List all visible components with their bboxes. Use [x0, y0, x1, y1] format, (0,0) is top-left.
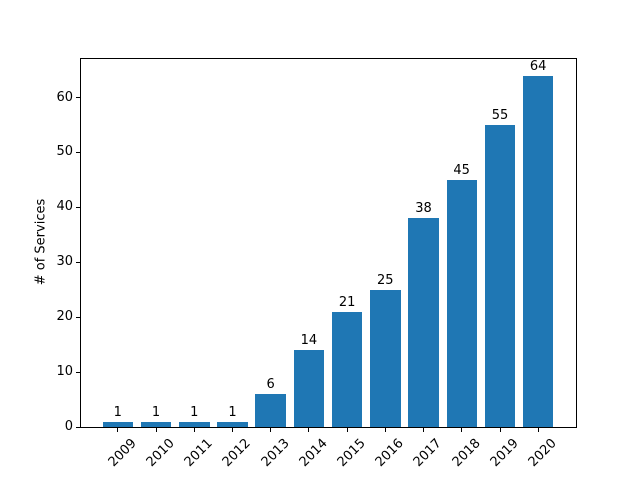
x-axis-tick-label: 2019 — [487, 436, 522, 471]
y-axis-tick — [76, 316, 80, 318]
x-axis-tick — [232, 428, 233, 432]
y-axis-tick-label: 50 — [56, 144, 73, 160]
bar-2017 — [408, 218, 439, 427]
bar-2013 — [255, 394, 286, 427]
x-axis-tick-label: 2011 — [181, 436, 216, 471]
x-axis-tick — [308, 428, 310, 432]
x-axis-tick-label: 2009 — [105, 436, 140, 471]
bar-value-label: 1 — [190, 404, 199, 420]
y-axis-tick — [76, 206, 80, 208]
y-axis-tick — [76, 261, 80, 263]
bar-2009 — [102, 421, 134, 427]
bar-2015 — [331, 311, 363, 427]
x-axis-tick-label: 2012 — [220, 436, 255, 471]
y-axis-tick-label: 40 — [56, 199, 73, 215]
y-axis-tick — [76, 426, 80, 428]
bar-2012 — [217, 421, 248, 427]
x-axis-tick — [537, 428, 539, 432]
x-axis-tick-label: 2018 — [449, 436, 484, 471]
x-axis-tick-label: 2010 — [143, 436, 178, 471]
y-axis-tick-label: 10 — [56, 364, 73, 380]
x-axis-tick-label: 2017 — [411, 436, 446, 471]
x-axis-tick-label: 2020 — [525, 436, 560, 471]
y-axis-tick-label: 60 — [56, 89, 73, 105]
bar-2011 — [179, 421, 210, 427]
bar-value-label: 1 — [228, 404, 237, 420]
x-axis-tick — [423, 428, 424, 432]
bar-value-label: 1 — [113, 404, 122, 420]
bar-2010 — [140, 421, 172, 427]
x-axis-tick-label: 2013 — [258, 436, 293, 471]
x-axis-tick — [346, 428, 348, 432]
bar-value-label: 45 — [453, 162, 470, 178]
bar-2016 — [370, 289, 401, 427]
x-axis-tick — [193, 428, 195, 432]
x-axis-tick — [461, 428, 463, 432]
bar-2014 — [293, 350, 325, 427]
bar-2018 — [446, 179, 478, 427]
bar-value-label: 6 — [266, 377, 275, 393]
bar-value-label: 55 — [491, 108, 509, 123]
bar-value-label: 1 — [151, 404, 161, 420]
x-axis-tick — [499, 428, 501, 432]
y-axis-tick-label: 30 — [56, 254, 73, 270]
y-axis-tick-label: 20 — [56, 309, 73, 325]
bar-value-label: 14 — [300, 333, 318, 349]
x-axis-tick — [155, 428, 157, 432]
x-axis-tick-label: 2015 — [334, 436, 369, 471]
x-axis-tick — [384, 428, 386, 432]
bar-value-label: 21 — [338, 294, 356, 310]
bar-value-label: 25 — [377, 272, 394, 288]
y-axis-tick — [76, 371, 80, 373]
bar-value-label: 38 — [415, 201, 432, 217]
bar-2020 — [522, 75, 554, 427]
x-axis-tick-label: 2014 — [296, 436, 331, 471]
x-axis-tick-label: 2016 — [372, 436, 407, 471]
y-axis-tick — [76, 97, 80, 98]
bar-2019 — [484, 125, 516, 427]
bar-value-label: 64 — [529, 58, 547, 74]
x-axis-tick — [270, 428, 272, 432]
x-axis-tick — [117, 428, 119, 432]
y-axis-tick — [76, 151, 80, 153]
y-axis-tick-label: 0 — [64, 419, 73, 434]
